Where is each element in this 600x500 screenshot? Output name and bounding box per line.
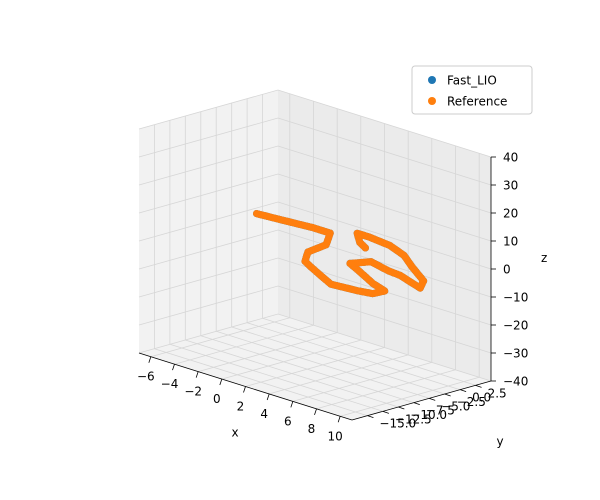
- tick-labels: −6−4−20246810−15.0−12.5−10.0−7.5−5.0−2.5…: [137, 151, 528, 444]
- z-gridline: [138, 313, 492, 382]
- x-tick-label: 8: [308, 422, 316, 436]
- y-tick-mark: [382, 410, 390, 414]
- x-tick-label: −2: [184, 385, 202, 399]
- y-tick-label: 2.5: [488, 386, 507, 400]
- x-tick-mark: [314, 408, 317, 415]
- z-tick-label: −40: [503, 375, 528, 389]
- legend-box: [411, 65, 533, 115]
- y-tick-label: −2.5: [457, 395, 486, 409]
- axis-labels: x y z: [232, 251, 548, 449]
- legend: Fast_LIO Reference: [411, 65, 533, 115]
- legend-marker-fast-lio: [428, 76, 436, 84]
- z-tick-label: 40: [503, 151, 518, 165]
- x-gridline-floor: [340, 376, 480, 417]
- x-gridline-floor: [316, 369, 456, 410]
- axis-panes: [139, 90, 491, 420]
- x-tick-mark: [266, 393, 270, 401]
- y-gridline-floor: [169, 343, 384, 412]
- x-tick-label: 0: [213, 392, 221, 406]
- z-tick-label: 20: [503, 207, 518, 221]
- z-gridline: [138, 145, 492, 214]
- z-gridline: [138, 173, 492, 242]
- y-axis-label: y: [497, 435, 504, 449]
- x-tick-mark: [337, 416, 341, 423]
- x-tick-mark: [219, 378, 223, 386]
- series-reference: [253, 210, 428, 298]
- z-gridline: [138, 117, 492, 186]
- z-gridline: [138, 257, 492, 326]
- x-tick-label: 2: [237, 400, 245, 414]
- x-tick-label: −4: [161, 377, 179, 391]
- x-gridline-floor: [174, 324, 314, 365]
- x-tick-label: 4: [260, 407, 268, 421]
- x-gridline-floor: [245, 347, 385, 387]
- y-tick-mark: [459, 389, 467, 393]
- y-gridline-floor: [216, 330, 430, 399]
- x-tick-mark: [172, 364, 175, 371]
- x-tick-label: 6: [284, 414, 292, 428]
- x-tick-mark: [290, 401, 294, 408]
- y-tick-label: 0.0: [472, 391, 491, 405]
- y-tick-label: −7.5: [426, 404, 455, 418]
- z-tick-label: 0: [503, 263, 511, 277]
- legend-marker-reference: [428, 97, 436, 105]
- y-tick-mark: [398, 406, 405, 410]
- legend-label-fast-lio: Fast_LIO: [447, 74, 497, 88]
- y-gridline-floor: [231, 326, 445, 395]
- z-gridline: [138, 285, 492, 354]
- x-gridline-floor: [150, 317, 290, 358]
- z-tick-label: −30: [503, 347, 528, 361]
- y-gridline-floor: [200, 335, 414, 404]
- y-gridline-floor: [262, 317, 476, 386]
- y-gridline-floor: [185, 339, 399, 408]
- x-tick-mark: [195, 371, 199, 378]
- legend-label-reference: Reference: [447, 95, 507, 109]
- gridlines: [138, 89, 492, 417]
- data-point: [361, 244, 369, 252]
- x-tick-mark: [243, 386, 246, 393]
- x-tick-label: 10: [328, 429, 343, 443]
- y-tick-mark: [429, 397, 436, 401]
- y-gridline-floor: [246, 322, 461, 391]
- trajectory-points: [253, 210, 428, 298]
- x-gridline-floor: [292, 362, 432, 402]
- y-tick-mark: [475, 384, 482, 388]
- y-tick-mark: [413, 402, 420, 406]
- z-gridline: [138, 89, 492, 158]
- y-axis-line: [351, 380, 492, 421]
- z-tick-label: −20: [503, 319, 528, 333]
- y-tick-label: −12.5: [395, 412, 432, 426]
- y-gridline-floor: [154, 348, 368, 417]
- x-gridline-floor: [221, 339, 361, 380]
- x-axis-label: x: [232, 426, 239, 440]
- x-gridline-floor: [198, 332, 338, 372]
- y-tick-mark: [444, 393, 451, 397]
- z-tick-label: 30: [503, 179, 518, 193]
- y-tick-label: −10.0: [410, 408, 447, 422]
- x-tick-mark: [148, 356, 152, 363]
- y-tick-label: −5.0: [441, 399, 470, 413]
- y-tick-mark: [367, 415, 374, 419]
- z-gridline: [138, 201, 492, 270]
- z-tick-label: −10: [503, 291, 528, 305]
- y-tick-label: −15.0: [379, 417, 416, 431]
- x-tick-label: −6: [137, 370, 155, 384]
- x-gridline-floor: [269, 354, 409, 395]
- z-axis-label: z: [541, 251, 547, 265]
- z-tick-label: 10: [503, 235, 518, 249]
